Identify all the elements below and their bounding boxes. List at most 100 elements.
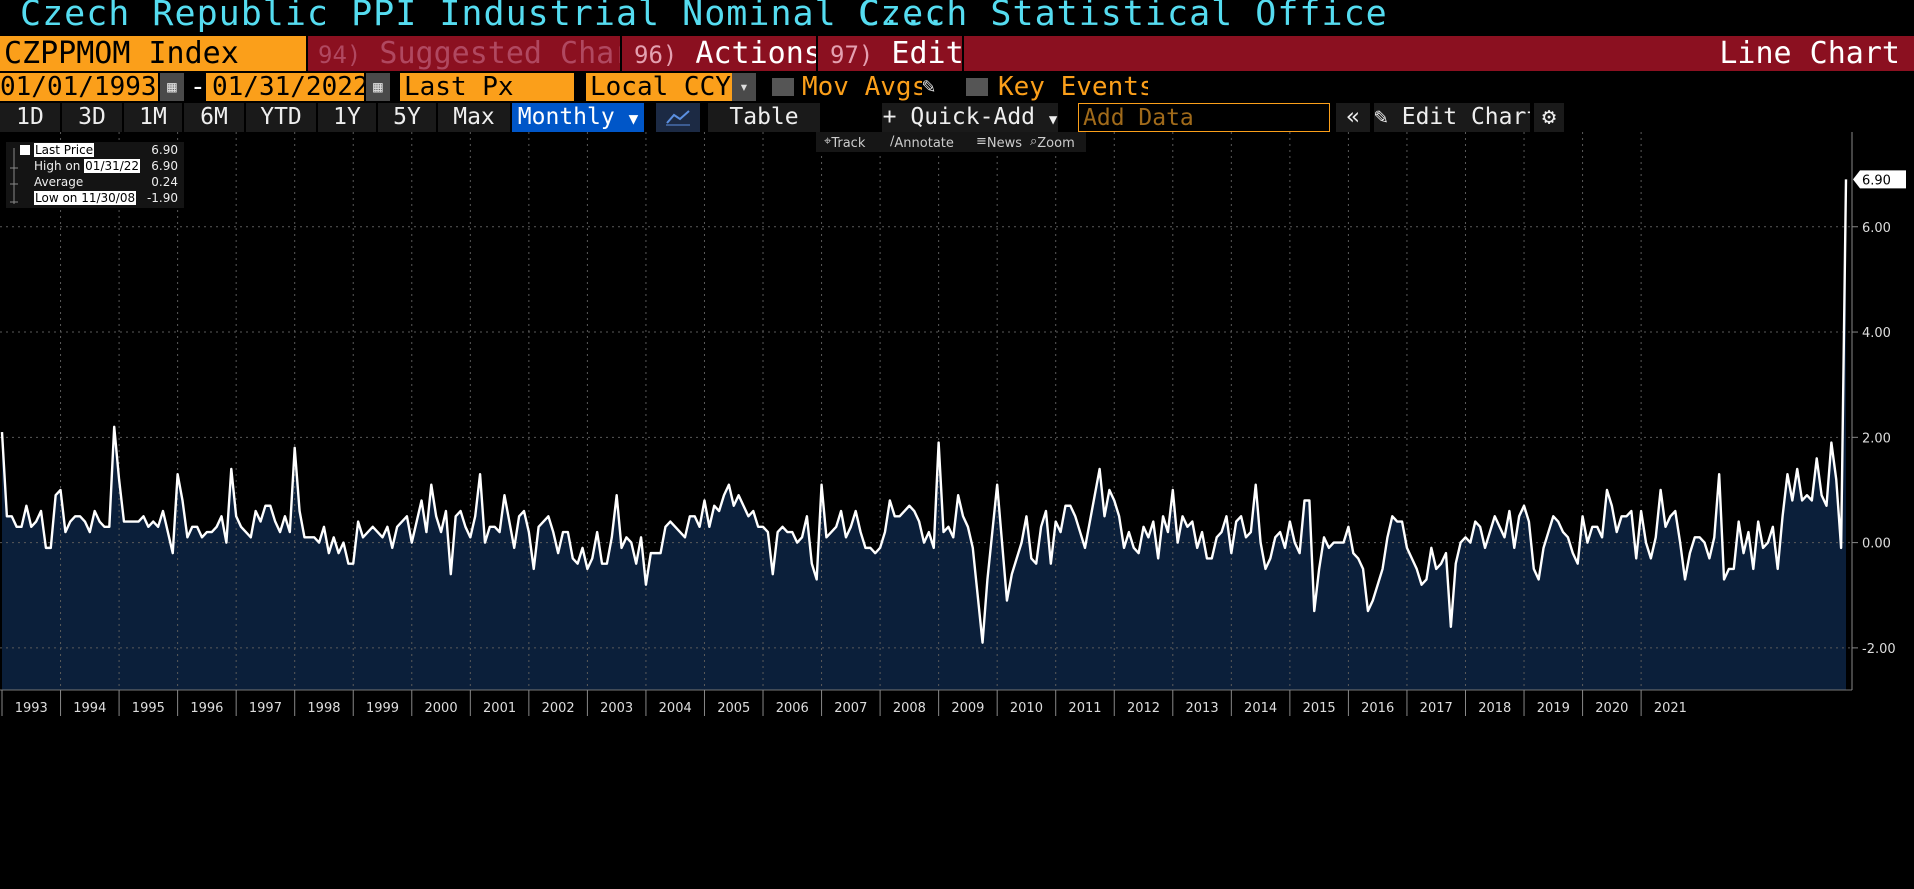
actions-menu-button[interactable]: 96) Actions ▼ (622, 36, 816, 71)
mov-avgs-label: Mov Avgs (802, 73, 922, 101)
edit-menu-button[interactable]: 97) Edit ▼ (818, 36, 962, 71)
x-tick-label: 2013 (1186, 701, 1219, 716)
quick-add-button[interactable]: + Quick-Add ▼ (882, 103, 1058, 132)
zoom-label: Zoom (1037, 136, 1075, 151)
period-1d-button[interactable]: 1D (0, 103, 60, 132)
y-axis-band (1852, 132, 1914, 889)
period-5y-button[interactable]: 5Y (378, 103, 436, 132)
x-tick-label: 2003 (600, 701, 633, 716)
x-tick-label: 2011 (1068, 701, 1101, 716)
edit-num: 97) (830, 41, 874, 69)
x-tick-label: 2012 (1127, 701, 1160, 716)
edit-label: Edit (891, 36, 962, 71)
x-tick-label: 2006 (776, 701, 809, 716)
edit-chart-button[interactable]: ✎ Edit Chart (1374, 103, 1530, 132)
gear-icon[interactable]: ⚙ (1534, 103, 1564, 132)
legend-high-label: High on (34, 159, 81, 173)
table-button[interactable]: Table (708, 103, 820, 132)
ticker-field[interactable]: CZPPMOM Index (0, 36, 306, 71)
x-tick-label: 1998 (307, 701, 340, 716)
period-1m-button[interactable]: 1M (124, 103, 182, 132)
series-swatch[interactable] (20, 145, 30, 155)
x-tick-label: 2019 (1537, 701, 1570, 716)
calendar-icon[interactable]: ▦ (366, 73, 390, 101)
suggested-charts-label: Suggested Charts (379, 36, 620, 71)
x-tick-label: 1997 (249, 701, 282, 716)
chart-legend: Last Price 6.90 High on 01/31/22 6.90 Av… (6, 142, 184, 208)
track-label: Track (831, 136, 866, 151)
mov-avgs-checkbox[interactable] (772, 78, 794, 96)
y-tick-label: -2.00 (1862, 642, 1896, 657)
series-area (2, 179, 1846, 690)
legend-low-label: Low on 11/30/08 (34, 191, 137, 205)
x-tick-label: 1994 (73, 701, 106, 716)
caret-down-icon: ▼ (1048, 112, 1058, 128)
x-tick-label: 1999 (366, 701, 399, 716)
x-tick-label: 2010 (1010, 701, 1043, 716)
line-chart-toggle[interactable] (656, 103, 700, 132)
add-data-input[interactable]: Add Data (1078, 103, 1330, 132)
period-max-button[interactable]: Max (438, 103, 510, 132)
title-bar: Czech Republic PPI Industrial Nominal C.… (0, 0, 1914, 36)
x-tick-label: 1996 (190, 701, 223, 716)
period-1y-button[interactable]: 1Y (318, 103, 376, 132)
period-6m-button[interactable]: 6M (184, 103, 244, 132)
collapse-icon[interactable]: « (1336, 103, 1370, 132)
series-line (0, 179, 1848, 644)
pencil-icon[interactable]: ✎ (922, 74, 936, 99)
x-tick-label: 2017 (1420, 701, 1453, 716)
suggested-charts-button[interactable]: 94) Suggested Charts (308, 36, 620, 71)
currency-selector[interactable]: Local CCY (586, 73, 732, 101)
x-tick-label: 2015 (1303, 701, 1336, 716)
annotate-tool[interactable]: ∕ Annotate (890, 134, 954, 151)
x-tick-label: 2016 (1361, 701, 1394, 716)
annotate-label: Annotate (894, 136, 954, 151)
chart-type-label: Line Chart (964, 36, 1914, 71)
actions-num: 96) (634, 41, 678, 69)
x-tick-label: 2009 (951, 701, 984, 716)
legend-avg-label: Average (34, 175, 84, 189)
x-tick-label: 2004 (659, 701, 692, 716)
frequency-label: Monthly (517, 104, 615, 130)
plus-icon: + (882, 104, 897, 130)
period-ytd-button[interactable]: YTD (246, 103, 316, 132)
legend-high-date: 01/31/22 (84, 159, 141, 173)
chart-tools: ⌖ Track ∕ Annotate ≡ News ⌕ Zoom (816, 132, 1086, 152)
legend-markers-icon (10, 148, 18, 204)
news-tool[interactable]: ≡ News (976, 134, 1023, 151)
x-tick-label: 2007 (834, 701, 867, 716)
frequency-dropdown[interactable]: Monthly ▼ (512, 103, 644, 132)
security-title: Czech Republic PPI Industrial Nominal C.… (20, 0, 948, 34)
x-tick-label: 2021 (1654, 701, 1687, 716)
edit-chart-label: Edit Chart (1401, 104, 1530, 130)
y-tick-label: 2.00 (1862, 431, 1891, 446)
line-chart[interactable]: 1993 1994 1995 1996 1997 1998 1999 2000 2001 2002… (0, 132, 1914, 889)
legend-last-label: Last Price (34, 143, 95, 157)
chevron-down-icon[interactable]: ▾ (732, 73, 756, 101)
legend-high-value: 6.90 (151, 159, 178, 173)
legend-low-value: -1.90 (146, 191, 178, 205)
x-tick-label: 1995 (132, 701, 165, 716)
x-axis-band (0, 690, 1852, 889)
zoom-tool[interactable]: ⌕ Zoom (1030, 134, 1075, 151)
period-3d-button[interactable]: 3D (62, 103, 122, 132)
quick-add-label: Quick-Add (910, 104, 1036, 130)
source-title: Czech Statistical Office (858, 0, 1388, 34)
date-separator: - (190, 73, 204, 101)
x-tick-label: 2002 (542, 701, 575, 716)
y-tick-label: 4.00 (1862, 326, 1891, 341)
track-tool[interactable]: ⌖ Track (824, 134, 866, 151)
key-events-checkbox[interactable] (966, 78, 988, 96)
x-tick-label: 2005 (717, 701, 750, 716)
x-tick-label: 1993 (15, 701, 48, 716)
legend-avg-value: 0.24 (151, 175, 178, 189)
end-date-input[interactable]: 01/31/2022 (206, 73, 364, 101)
actions-label: Actions (695, 36, 816, 71)
field-selector[interactable]: Last Px (400, 73, 574, 101)
legend-last-value: 6.90 (151, 143, 178, 157)
calendar-icon[interactable]: ▦ (160, 73, 184, 101)
last-value-badge (1853, 170, 1906, 189)
line-chart-icon (666, 110, 690, 126)
start-date-input[interactable]: 01/01/1993 (0, 73, 158, 101)
x-tick-label: 2001 (483, 701, 516, 716)
